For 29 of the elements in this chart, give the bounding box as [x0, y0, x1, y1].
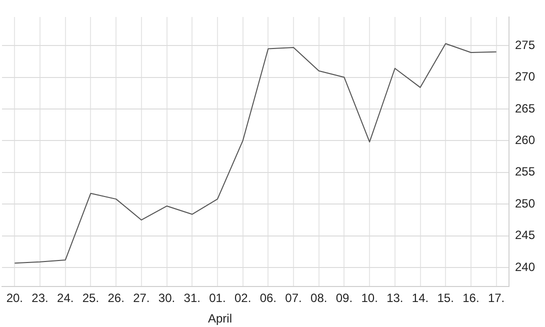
x-tick-label: 08. — [310, 291, 328, 306]
x-tick-label: 02. — [234, 291, 252, 306]
text: April — [208, 311, 232, 326]
y-tick-label: 255 — [514, 164, 536, 179]
y-tick-label: 260 — [514, 133, 536, 148]
y-tick-label: 240 — [514, 260, 536, 274]
x-tick-label: 13. — [386, 291, 404, 306]
x-tick-label: 17. — [488, 291, 505, 306]
y-tick-label: 275 — [514, 38, 536, 52]
x-tick-label: 20. — [6, 291, 24, 306]
x-tick-label: 25. — [82, 291, 100, 306]
y-tick-label: 270 — [514, 70, 536, 84]
y-tick-label: 250 — [514, 196, 536, 210]
x-tick-label: 09. — [336, 291, 353, 306]
y-tick-label: 265 — [514, 101, 536, 116]
x-tick-label: 15. — [437, 291, 454, 306]
x-tick-label: 06. — [260, 291, 277, 306]
x-tick-label: 30. — [158, 291, 176, 306]
x-tick-label: 01. — [209, 291, 226, 306]
x-tick-label: 24. — [57, 291, 74, 306]
x-tick-label: 14. — [412, 291, 429, 306]
x-tick-label: 27. — [133, 291, 150, 306]
x-tick-label: 10. — [361, 291, 378, 306]
y-tick-label: 245 — [514, 228, 536, 242]
x-tick-label: 26. — [108, 291, 124, 306]
x-tick-label: 16. — [462, 291, 480, 306]
x-tick-label: 23. — [32, 291, 48, 306]
x-tick-label: 07. — [285, 291, 302, 306]
x-tick-label: 31. — [184, 291, 200, 306]
